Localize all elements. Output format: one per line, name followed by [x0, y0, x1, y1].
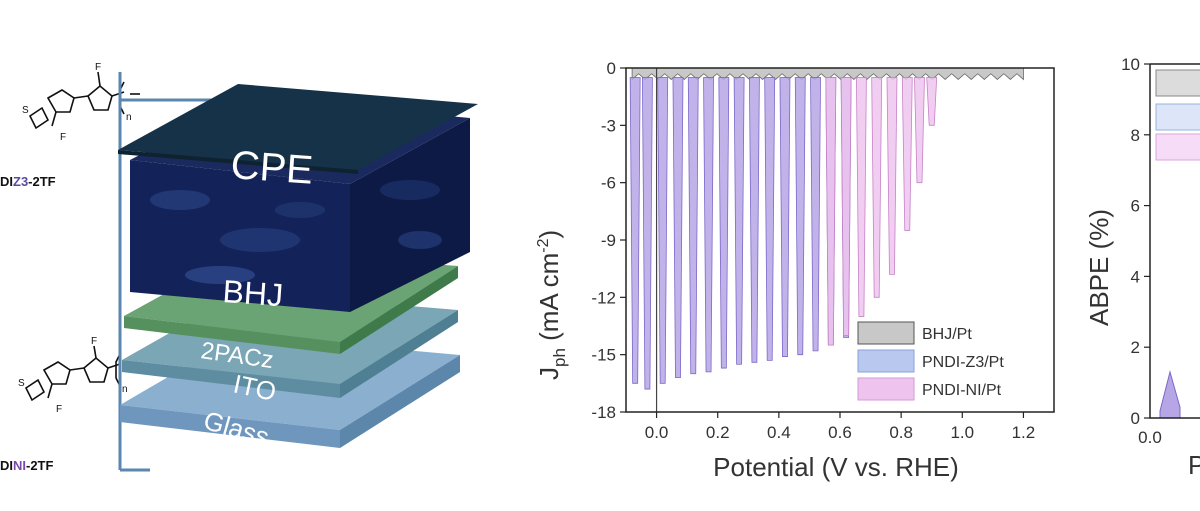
ni-current-spike [840, 77, 852, 336]
abpe-trace [1159, 370, 1181, 419]
ni-current-spike [825, 77, 837, 346]
jv-y-axis-title: Jph (mA cm-2) [534, 230, 569, 380]
molecule-ni-label: DINI-2TF [0, 458, 54, 473]
y-tick-label: -12 [591, 288, 616, 307]
y-tick-label: -18 [591, 403, 616, 422]
y-tick-label: -3 [601, 116, 616, 135]
molecule-z3-label: DIZ3-2TF [0, 174, 56, 189]
legend-swatch-bhj [857, 321, 915, 345]
z3-current-spike [657, 77, 669, 384]
sulfur-atom: S [22, 105, 29, 116]
x-tick-label: 0.0 [645, 423, 669, 442]
z3-current-spike [718, 77, 730, 369]
fluorine-atom: F [60, 132, 66, 143]
ni-current-spike [926, 77, 938, 126]
z3-current-spike [748, 77, 760, 363]
abpe-legend-swatch-3 [1155, 133, 1200, 161]
x-tick-label: 0.8 [889, 423, 913, 442]
bhj-texture [150, 180, 442, 284]
y-tick-label: 0 [607, 59, 616, 78]
abpe-y-tick-label: 2 [1131, 338, 1140, 357]
z3-current-spike [779, 77, 791, 357]
ni-current-spike [901, 77, 913, 231]
abpe-x-axis-title: P [1188, 450, 1200, 480]
2pacz-layer-front [124, 316, 340, 354]
ito-layer-front [122, 360, 340, 398]
fluorine-atom: F [91, 336, 97, 347]
z3-current-spike [810, 77, 821, 352]
thiophene-ring [28, 106, 50, 130]
bhj-trace [631, 67, 1024, 81]
ito-layer-side [340, 310, 458, 398]
abpe-y-tick-label: 10 [1121, 55, 1140, 74]
bhj-side [350, 118, 470, 312]
y-tick-label: -9 [601, 231, 616, 250]
y-tick-label: -6 [601, 174, 616, 193]
abpe-y-ticks: 0 2 4 6 8 10 [1121, 55, 1150, 428]
abpe-plot-area [1159, 370, 1181, 419]
jv-y-ticks: 0 -3 -6 -9 -12 -15 -18 [591, 59, 626, 422]
z3-current-spike [733, 77, 745, 365]
jv-chart: 0 -3 -6 -9 -12 -15 -18 0.0 0.2 0.4 0.6 0.8 1.0 1.2 J… [534, 59, 1055, 482]
abpe-chart: 0 2 4 6 8 10 0.0 ABPE (%) P [1084, 55, 1200, 480]
jv-plot-area [629, 67, 1024, 412]
2pacz-layer-side [340, 266, 458, 354]
ni-current-spike [871, 77, 883, 298]
jv-legend: BHJ/Pt PNDI-Z3/Pt PNDI-NI/Pt [857, 321, 1004, 401]
glass-layer-side [340, 355, 460, 448]
abpe-y-tick-label: 6 [1131, 197, 1140, 216]
z3-current-spike [687, 77, 699, 375]
ni-current-spike [855, 77, 867, 317]
cpe-label: CPE [229, 143, 314, 193]
x-tick-label: 1.0 [950, 423, 974, 442]
cpe-layer [118, 84, 478, 170]
z3-current-spike [764, 77, 776, 361]
x-tick-label: 0.6 [828, 423, 852, 442]
glass-layer-front [120, 405, 340, 448]
z3-current-spike [794, 77, 806, 356]
subscript-n: n [126, 112, 132, 123]
legend-label-bhj: BHJ/Pt [922, 326, 972, 343]
fluorine-atom: F [95, 62, 101, 73]
subscript-n: n [122, 384, 128, 395]
cpe-layer-front [118, 150, 358, 174]
abpe-y-tick-label: 0 [1131, 409, 1140, 428]
legend-swatch-z3 [857, 349, 915, 373]
z3-current-spike [629, 77, 641, 384]
ni-current-spike [886, 77, 898, 275]
jv-x-ticks: 0.0 0.2 0.4 0.6 0.8 1.0 1.2 [645, 412, 1035, 442]
legend-label-ni: PNDI-NI/Pt [922, 382, 1002, 399]
ni-current-spike [914, 77, 925, 184]
x-tick-label: 1.2 [1012, 423, 1036, 442]
x-tick-label: 0.2 [706, 423, 730, 442]
z3-current-spike [641, 77, 653, 390]
abpe-y-axis-title: ABPE (%) [1084, 209, 1114, 326]
z3-current-spike [672, 77, 684, 378]
x-tick-label: 0.4 [767, 423, 791, 442]
bhj-label: BHJ [222, 273, 285, 313]
abpe-y-tick-label: 4 [1131, 267, 1140, 286]
abpe-y-tick-label: 8 [1131, 126, 1140, 145]
abpe-x-tick-label: 0.0 [1138, 428, 1162, 447]
sulfur-atom: S [18, 378, 25, 389]
abpe-legend-swatch-2 [1155, 103, 1200, 131]
jv-x-axis-title: Potential (V vs. RHE) [713, 452, 959, 482]
device-stack: CPE BHJ 2PACz ITO Glass [118, 72, 478, 472]
y-tick-label: -15 [591, 346, 616, 365]
legend-swatch-ni [857, 377, 915, 401]
legend-label-z3: PNDI-Z3/Pt [922, 354, 1004, 371]
fluorine-atom: F [56, 404, 62, 415]
abpe-legend-swatch-1 [1155, 69, 1200, 97]
z3-current-spike [703, 77, 714, 373]
thiophene-ring [24, 378, 46, 402]
